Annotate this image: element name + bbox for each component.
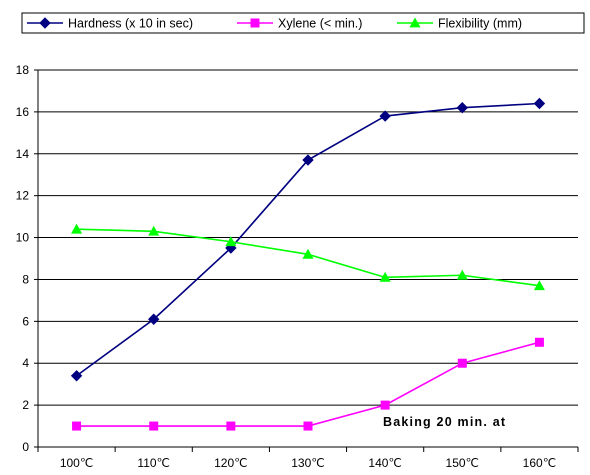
data-point: [71, 223, 83, 234]
data-point: [534, 337, 544, 347]
data-point: [456, 269, 468, 280]
x-tick-label: 120℃: [214, 456, 248, 470]
data-point: [379, 271, 391, 282]
legend-entry: Hardness (x 10 in sec): [27, 17, 193, 31]
legend-entry: Flexibility (mm): [397, 17, 522, 31]
series-line: [76, 341, 540, 427]
x-tick-label: 100℃: [60, 456, 94, 470]
legend-marker: [250, 18, 260, 28]
y-tick-label: 2: [22, 398, 29, 412]
data-point: [380, 400, 390, 410]
data-point: [533, 280, 545, 291]
legend-label: Xylene (< min.): [278, 17, 362, 31]
x-tick-label: 110℃: [137, 456, 170, 470]
legend-label: Flexibility (mm): [438, 17, 522, 31]
x-tick-label: 140℃: [368, 456, 402, 470]
series-3: [71, 223, 545, 291]
data-point: [149, 421, 159, 431]
data-point: [533, 97, 546, 110]
y-tick-label: 16: [16, 105, 30, 119]
series-line: [76, 102, 540, 377]
series-1: [70, 97, 546, 382]
series-layer: [70, 97, 546, 431]
data-point: [303, 421, 313, 431]
y-tick-label: 14: [16, 147, 30, 161]
data-point: [457, 358, 467, 368]
data-point: [379, 110, 391, 122]
legend: Hardness (x 10 in sec) Xylene (< min.) Fle…: [21, 12, 585, 34]
y-tick-label: 18: [16, 63, 30, 77]
y-tick-label: 0: [22, 440, 29, 454]
legend-box: [21, 12, 585, 34]
data-point: [148, 225, 160, 236]
legend-marker: [39, 17, 51, 29]
axes: 100℃ 110℃ 120℃ 130℃ 140℃ 150℃ 160℃: [37, 70, 579, 470]
data-point: [148, 313, 160, 325]
legend-marker: [409, 17, 421, 28]
series-2: [72, 337, 544, 431]
y-tick-label: 12: [16, 189, 30, 203]
y-tick-label: 4: [22, 356, 29, 370]
data-point: [302, 248, 314, 259]
data-point: [226, 421, 236, 431]
x-tick-label: 130℃: [291, 456, 325, 470]
data-point: [456, 101, 468, 114]
x-tick-label: 160℃: [523, 456, 557, 470]
data-point: [225, 236, 237, 247]
annotation-text: Baking 20 min. at: [383, 415, 506, 429]
legend-entry: Xylene (< min.): [237, 17, 362, 31]
y-tick-label: 8: [22, 272, 29, 286]
data-point: [70, 370, 83, 382]
gridlines: 0 2 4 6 8 10 12 14 16 18: [16, 63, 578, 454]
data-point: [302, 154, 314, 166]
y-tick-label: 6: [22, 314, 29, 328]
data-point: [72, 421, 82, 431]
legend-label: Hardness (x 10 in sec): [68, 17, 193, 31]
y-tick-label: 10: [16, 231, 30, 245]
x-tick-label: 150℃: [446, 456, 480, 470]
